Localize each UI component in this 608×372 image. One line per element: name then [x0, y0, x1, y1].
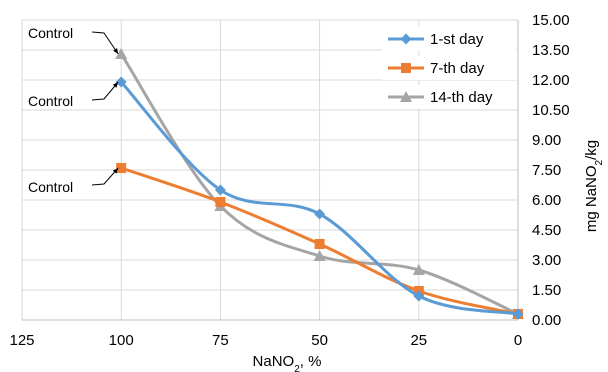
y-tick-label-3: 4.50 [532, 222, 561, 239]
y-tick-label-10: 15.00 [532, 12, 570, 29]
annotation-leader-0 [91, 31, 119, 55]
y-tick-label-7: 10.50 [532, 102, 570, 119]
y-axis-title: mg NaNO2/kg [583, 140, 605, 232]
series-0-point-2 [314, 208, 326, 220]
y-tick-label-4: 6.00 [532, 192, 561, 209]
annotation-label-1: Control [28, 93, 73, 109]
legend-marker-2 [400, 91, 412, 102]
series-1-point-0 [116, 163, 127, 173]
x-axis-title-unit: , % [300, 353, 322, 370]
series-2-point-2 [313, 250, 326, 261]
series-0-point-1 [214, 184, 226, 196]
x-tick-label-2: 75 [212, 332, 229, 349]
x-tick-label-5: 0 [514, 332, 522, 349]
annotations: Control Control Control [28, 25, 119, 195]
legend-label-0: 1-st day [430, 31, 484, 48]
legend-marker-0 [400, 33, 412, 45]
series-1-point-1 [215, 197, 226, 207]
y-tick-label-8: 12.00 [532, 72, 570, 89]
x-axis-title-sub: 2 [294, 364, 300, 372]
y-tick-label-6: 9.00 [532, 132, 561, 149]
annotation-leader-2 [91, 167, 119, 186]
series-line-2 [119, 53, 519, 316]
x-tick-label-0: 125 [9, 332, 34, 349]
annotation-arrow-0 [113, 48, 119, 54]
y-tick-label-0: 0.00 [532, 312, 561, 329]
legend: 1-st day 7-th day 14-th day [382, 27, 516, 109]
y-tick-label-2: 3.00 [532, 252, 561, 269]
y-tick-label-1: 1.50 [532, 282, 561, 299]
y-tick-label-9: 13.50 [532, 42, 570, 59]
legend-label-2: 14-th day [430, 89, 493, 106]
legend-label-1: 7-th day [430, 60, 485, 77]
series-0-point-4 [512, 308, 524, 320]
x-axis-title: NaNO2, % [253, 353, 322, 372]
x-tick-label-4: 25 [410, 332, 427, 349]
annotation-label-2: Control [28, 179, 73, 195]
axes: 125 100 75 50 25 0 0.00 1.50 3.00 4.50 6.00 7.50 9.0… [9, 12, 569, 349]
annotation-arrow-1 [112, 82, 119, 88]
series-0-point-0 [115, 76, 127, 88]
series-group [115, 48, 524, 320]
legend-marker-1 [401, 63, 411, 73]
x-tick-label-1: 100 [109, 332, 134, 349]
series-1-point-2 [314, 239, 325, 249]
y-tick-label-5: 7.50 [532, 162, 561, 179]
series-2-point-3 [412, 264, 425, 275]
y-axis-title-unit: /kg [583, 140, 600, 160]
annotation-label-0: Control [28, 25, 73, 41]
series-0-point-3 [413, 290, 425, 302]
x-tick-label-3: 50 [311, 332, 328, 349]
y-axis-title-main: mg NaNO [583, 165, 600, 232]
annotation-leader-1 [91, 81, 119, 101]
annotation-arrow-2 [112, 168, 119, 174]
y-axis-title-sub: 2 [594, 159, 605, 165]
x-axis-title-main: NaNO [253, 353, 295, 370]
series-2-point-0 [115, 48, 128, 59]
